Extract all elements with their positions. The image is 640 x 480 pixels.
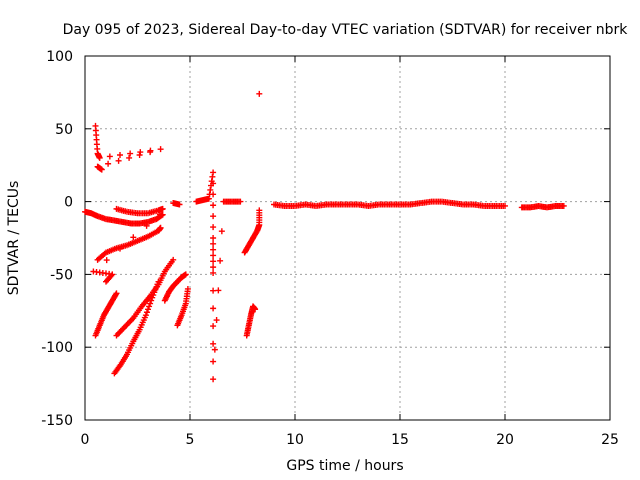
- data-point: [215, 287, 222, 294]
- series-steep-decline-1: [92, 290, 120, 339]
- data-point: [256, 90, 263, 97]
- y-tick-label: 50: [55, 122, 73, 138]
- y-tick-label: -50: [50, 267, 73, 283]
- data-point: [237, 198, 244, 205]
- data-point: [210, 269, 217, 276]
- data-point: [210, 213, 217, 220]
- series-steep-decline-3: [113, 256, 177, 339]
- series-cluster-4h: [161, 271, 189, 304]
- data-point: [156, 211, 163, 218]
- data-point: [210, 340, 217, 347]
- data-point: [218, 228, 225, 235]
- data-point: [210, 252, 217, 259]
- data-point: [210, 191, 217, 198]
- grid: [85, 56, 610, 420]
- y-tick-label: 0: [64, 195, 73, 211]
- series-mid-arc: [113, 205, 166, 217]
- data-point: [143, 309, 150, 316]
- data-point: [98, 166, 105, 173]
- data-point: [142, 312, 149, 319]
- x-tick-label: 5: [186, 432, 195, 448]
- data-point: [103, 257, 110, 264]
- data-point: [210, 224, 217, 231]
- data-point: [143, 222, 150, 229]
- data-point: [560, 202, 567, 209]
- series-8h-rising: [241, 207, 263, 256]
- data-point: [184, 285, 191, 292]
- series-8h-descending: [243, 303, 259, 339]
- data-point: [252, 306, 259, 313]
- series-near-zero-band: [271, 198, 508, 209]
- data-point: [113, 290, 120, 297]
- data-point: [96, 154, 103, 161]
- data-point: [130, 234, 137, 241]
- y-tick-label: -150: [41, 413, 73, 429]
- data-point: [210, 323, 217, 330]
- series-small-negatives: [90, 200, 183, 285]
- y-tick-label: 100: [46, 49, 73, 65]
- data-point: [115, 157, 122, 164]
- data-point: [182, 271, 189, 278]
- data-point: [210, 246, 217, 253]
- series-cluster-4-5h: [174, 285, 191, 329]
- series-positive-outliers: [92, 122, 164, 173]
- series-steep-decline-2: [111, 278, 162, 377]
- chart-title: Day 095 of 2023, Sidereal Day-to-day VTE…: [63, 22, 629, 38]
- data-point: [210, 376, 217, 383]
- series-late-segment: [518, 202, 567, 211]
- data-point: [210, 305, 217, 312]
- data-point: [211, 346, 218, 353]
- data-point: [105, 160, 112, 167]
- data-point: [157, 224, 164, 231]
- data-point: [210, 358, 217, 365]
- data-point: [209, 173, 216, 180]
- data-point: [210, 169, 217, 176]
- data-point: [210, 240, 217, 247]
- data-point: [256, 207, 263, 214]
- x-tick-label: 10: [286, 432, 304, 448]
- data-point: [146, 303, 153, 310]
- data-point: [213, 317, 220, 324]
- data-point: [117, 245, 123, 252]
- x-tick-label: 20: [496, 432, 514, 448]
- series-negative-arc: [94, 224, 164, 263]
- data-point: [176, 201, 183, 208]
- data-point: [205, 195, 212, 202]
- data-point: [210, 287, 217, 294]
- axis-ticks: 0 5 10 15 20 25 -150 -100 -50 0 50 100: [41, 49, 619, 448]
- data-point: [126, 154, 133, 161]
- series-8h-top-outlier: [256, 90, 263, 97]
- series-early-flat-arc: [82, 208, 166, 227]
- data-point: [90, 268, 97, 275]
- x-axis-label: GPS time / hours: [286, 458, 403, 474]
- data-point: [210, 258, 217, 265]
- data-point: [210, 202, 217, 209]
- x-tick-label: 25: [601, 432, 619, 448]
- data-point: [502, 202, 508, 209]
- data-point: [147, 300, 154, 307]
- data-point: [106, 153, 113, 160]
- data-point: [217, 257, 224, 264]
- data-point: [210, 180, 217, 187]
- data-point: [210, 264, 217, 271]
- y-tick-label: -100: [41, 340, 73, 356]
- data-point: [127, 150, 134, 157]
- data-point: [170, 256, 177, 263]
- data-point: [147, 149, 154, 156]
- data-point: [157, 146, 164, 153]
- x-tick-label: 0: [81, 432, 90, 448]
- data-point: [210, 235, 217, 241]
- data-point: [159, 205, 166, 212]
- data-points: [82, 90, 567, 383]
- data-point: [145, 306, 151, 313]
- y-axis-label: SDTVAR / TECUs: [6, 181, 22, 296]
- x-tick-label: 15: [391, 432, 409, 448]
- data-point: [117, 152, 123, 159]
- plot-frame: [84, 55, 611, 421]
- series-6h-segments: [193, 169, 244, 383]
- data-point: [136, 152, 143, 159]
